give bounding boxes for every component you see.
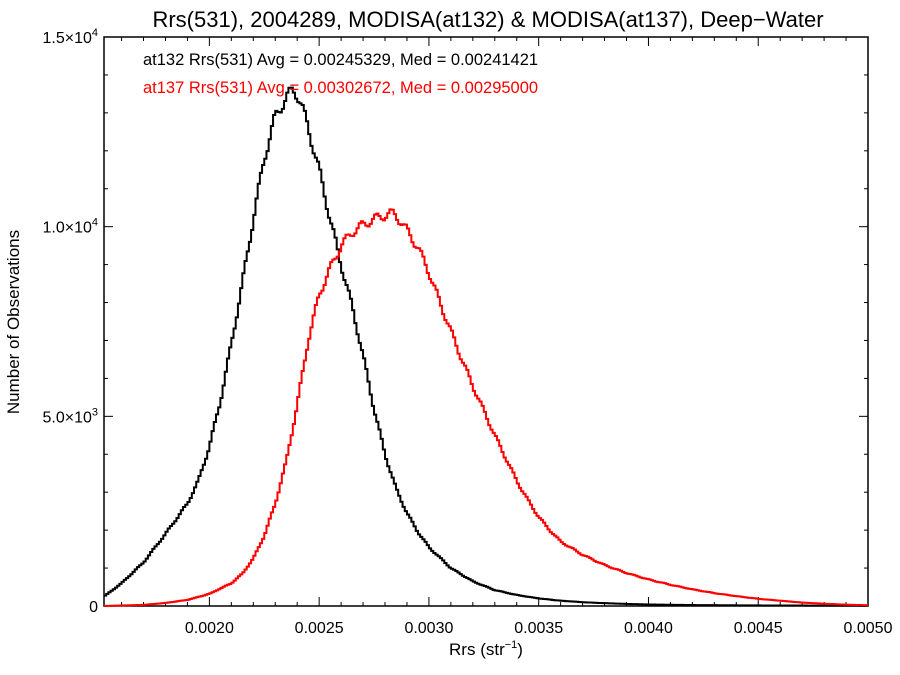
series-layer [104, 86, 868, 607]
y-tick-mantissa: 5.0×10 [42, 409, 91, 426]
y-tick-mantissa: 0 [89, 599, 98, 616]
x-tick-label: 0.0020 [185, 620, 234, 637]
y-tick-exponent: 4 [92, 27, 98, 39]
y-tick-mantissa: 1.5×10 [42, 30, 91, 47]
x-tick-label: 0.0045 [734, 620, 783, 637]
series-at137-line [104, 208, 868, 607]
y-tick-mantissa: 1.0×10 [42, 220, 91, 237]
chart-title: Rrs(531), 2004289, MODISA(at132) & MODIS… [152, 7, 823, 32]
x-axis-label-exp: −1 [505, 639, 518, 651]
series-at132-line [104, 86, 868, 607]
y-tick-label: 1.5×104 [42, 27, 98, 47]
annotation-at137: at137 Rrs(531) Avg = 0.00302672, Med = 0… [143, 79, 538, 97]
y-axis-label: Number of Observations [4, 230, 23, 414]
x-tick-label: 0.0035 [514, 620, 563, 637]
plot-frame [103, 36, 869, 607]
y-tick-exponent: 3 [92, 406, 98, 418]
y-tick-label: 0 [89, 599, 98, 616]
y-tick-label: 5.0×103 [42, 406, 98, 426]
x-tick-label: 0.0025 [295, 620, 344, 637]
x-axis-label-text: Rrs (str [449, 640, 505, 659]
y-tick-exponent: 4 [92, 217, 98, 229]
x-tick-label: 0.0050 [844, 620, 893, 637]
x-axis-label-close: ) [517, 640, 523, 659]
y-tick-label: 1.0×104 [42, 217, 98, 237]
annotation-at132: at132 Rrs(531) Avg = 0.00245329, Med = 0… [143, 51, 538, 69]
x-tick-label: 0.0040 [624, 620, 673, 637]
x-axis-label: Rrs (str−1) [449, 639, 523, 659]
x-axis-ticks: 0.0020 0.0025 0.0030 0.0035 0.0040 0.0045 0.00… [121, 37, 893, 637]
x-tick-label: 0.0030 [404, 620, 453, 637]
